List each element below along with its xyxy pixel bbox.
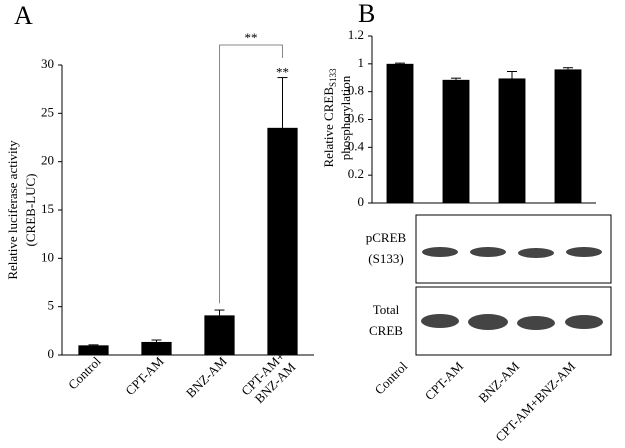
blot-label: (S133) (368, 251, 403, 266)
x-tick-label: CPT-AM (422, 358, 467, 403)
error-bar (563, 67, 573, 70)
bar (204, 315, 235, 355)
error-bar (451, 77, 461, 80)
annotation: ** (245, 30, 258, 45)
bar (386, 63, 414, 204)
x-tick-label: CPT-AM+BNZ-AM (238, 348, 299, 409)
blot-label: Total (373, 302, 400, 317)
y-axis-label: Relative luciferase activity (5, 140, 20, 280)
x-tick-label: BNZ-AM (183, 353, 230, 400)
y-axis-label: phosphorylation (338, 75, 353, 160)
panel-label: A (14, 1, 33, 30)
error-bar (395, 62, 405, 64)
bar (141, 341, 172, 355)
y-tick-label: 0.4 (348, 138, 365, 153)
x-tick-label: CPT-AM (122, 353, 167, 398)
y-tick-label: 0.6 (348, 110, 365, 125)
y-tick-label: 0 (358, 194, 365, 209)
y-tick-label: 1.2 (348, 27, 364, 42)
y-tick-label: 15 (41, 201, 54, 216)
significance-bracket (219, 44, 283, 304)
panel-label: B (358, 0, 375, 28)
y-tick-label: 30 (41, 56, 54, 71)
bar (498, 78, 526, 203)
x-tick-label: Control (372, 358, 411, 397)
blot-label: pCREB (366, 230, 407, 245)
error-bar (214, 309, 225, 316)
error-bar (151, 339, 162, 342)
y-tick-label: 0 (48, 346, 55, 361)
y-axis-label: (CREB-LUC) (23, 174, 38, 247)
bar (554, 69, 582, 204)
y-axis-label: Relative CREBS133 (321, 68, 338, 168)
x-tick-label: Control (65, 353, 104, 392)
y-tick-label: 0.2 (348, 166, 364, 181)
y-axis-label-sub: S133 (328, 68, 338, 87)
y-tick-label: 25 (41, 104, 54, 119)
y-tick-label: 0.8 (348, 83, 364, 98)
annotation: ** (276, 65, 289, 80)
bar (267, 127, 298, 355)
y-tick-label: 10 (41, 249, 54, 264)
bar (442, 79, 470, 203)
x-tick-label: BNZ-AM (475, 358, 522, 405)
blot-label: CREB (369, 323, 403, 338)
error-bar (277, 77, 288, 128)
error-bar (507, 70, 517, 79)
y-axis-label-main: Relative CREB (321, 87, 336, 168)
y-tick-label: 5 (48, 298, 55, 313)
bar (78, 345, 109, 355)
blots (415, 214, 612, 356)
blot-bands (421, 247, 603, 330)
y-tick-label: 1 (358, 55, 365, 70)
y-tick-label: 20 (41, 153, 54, 168)
